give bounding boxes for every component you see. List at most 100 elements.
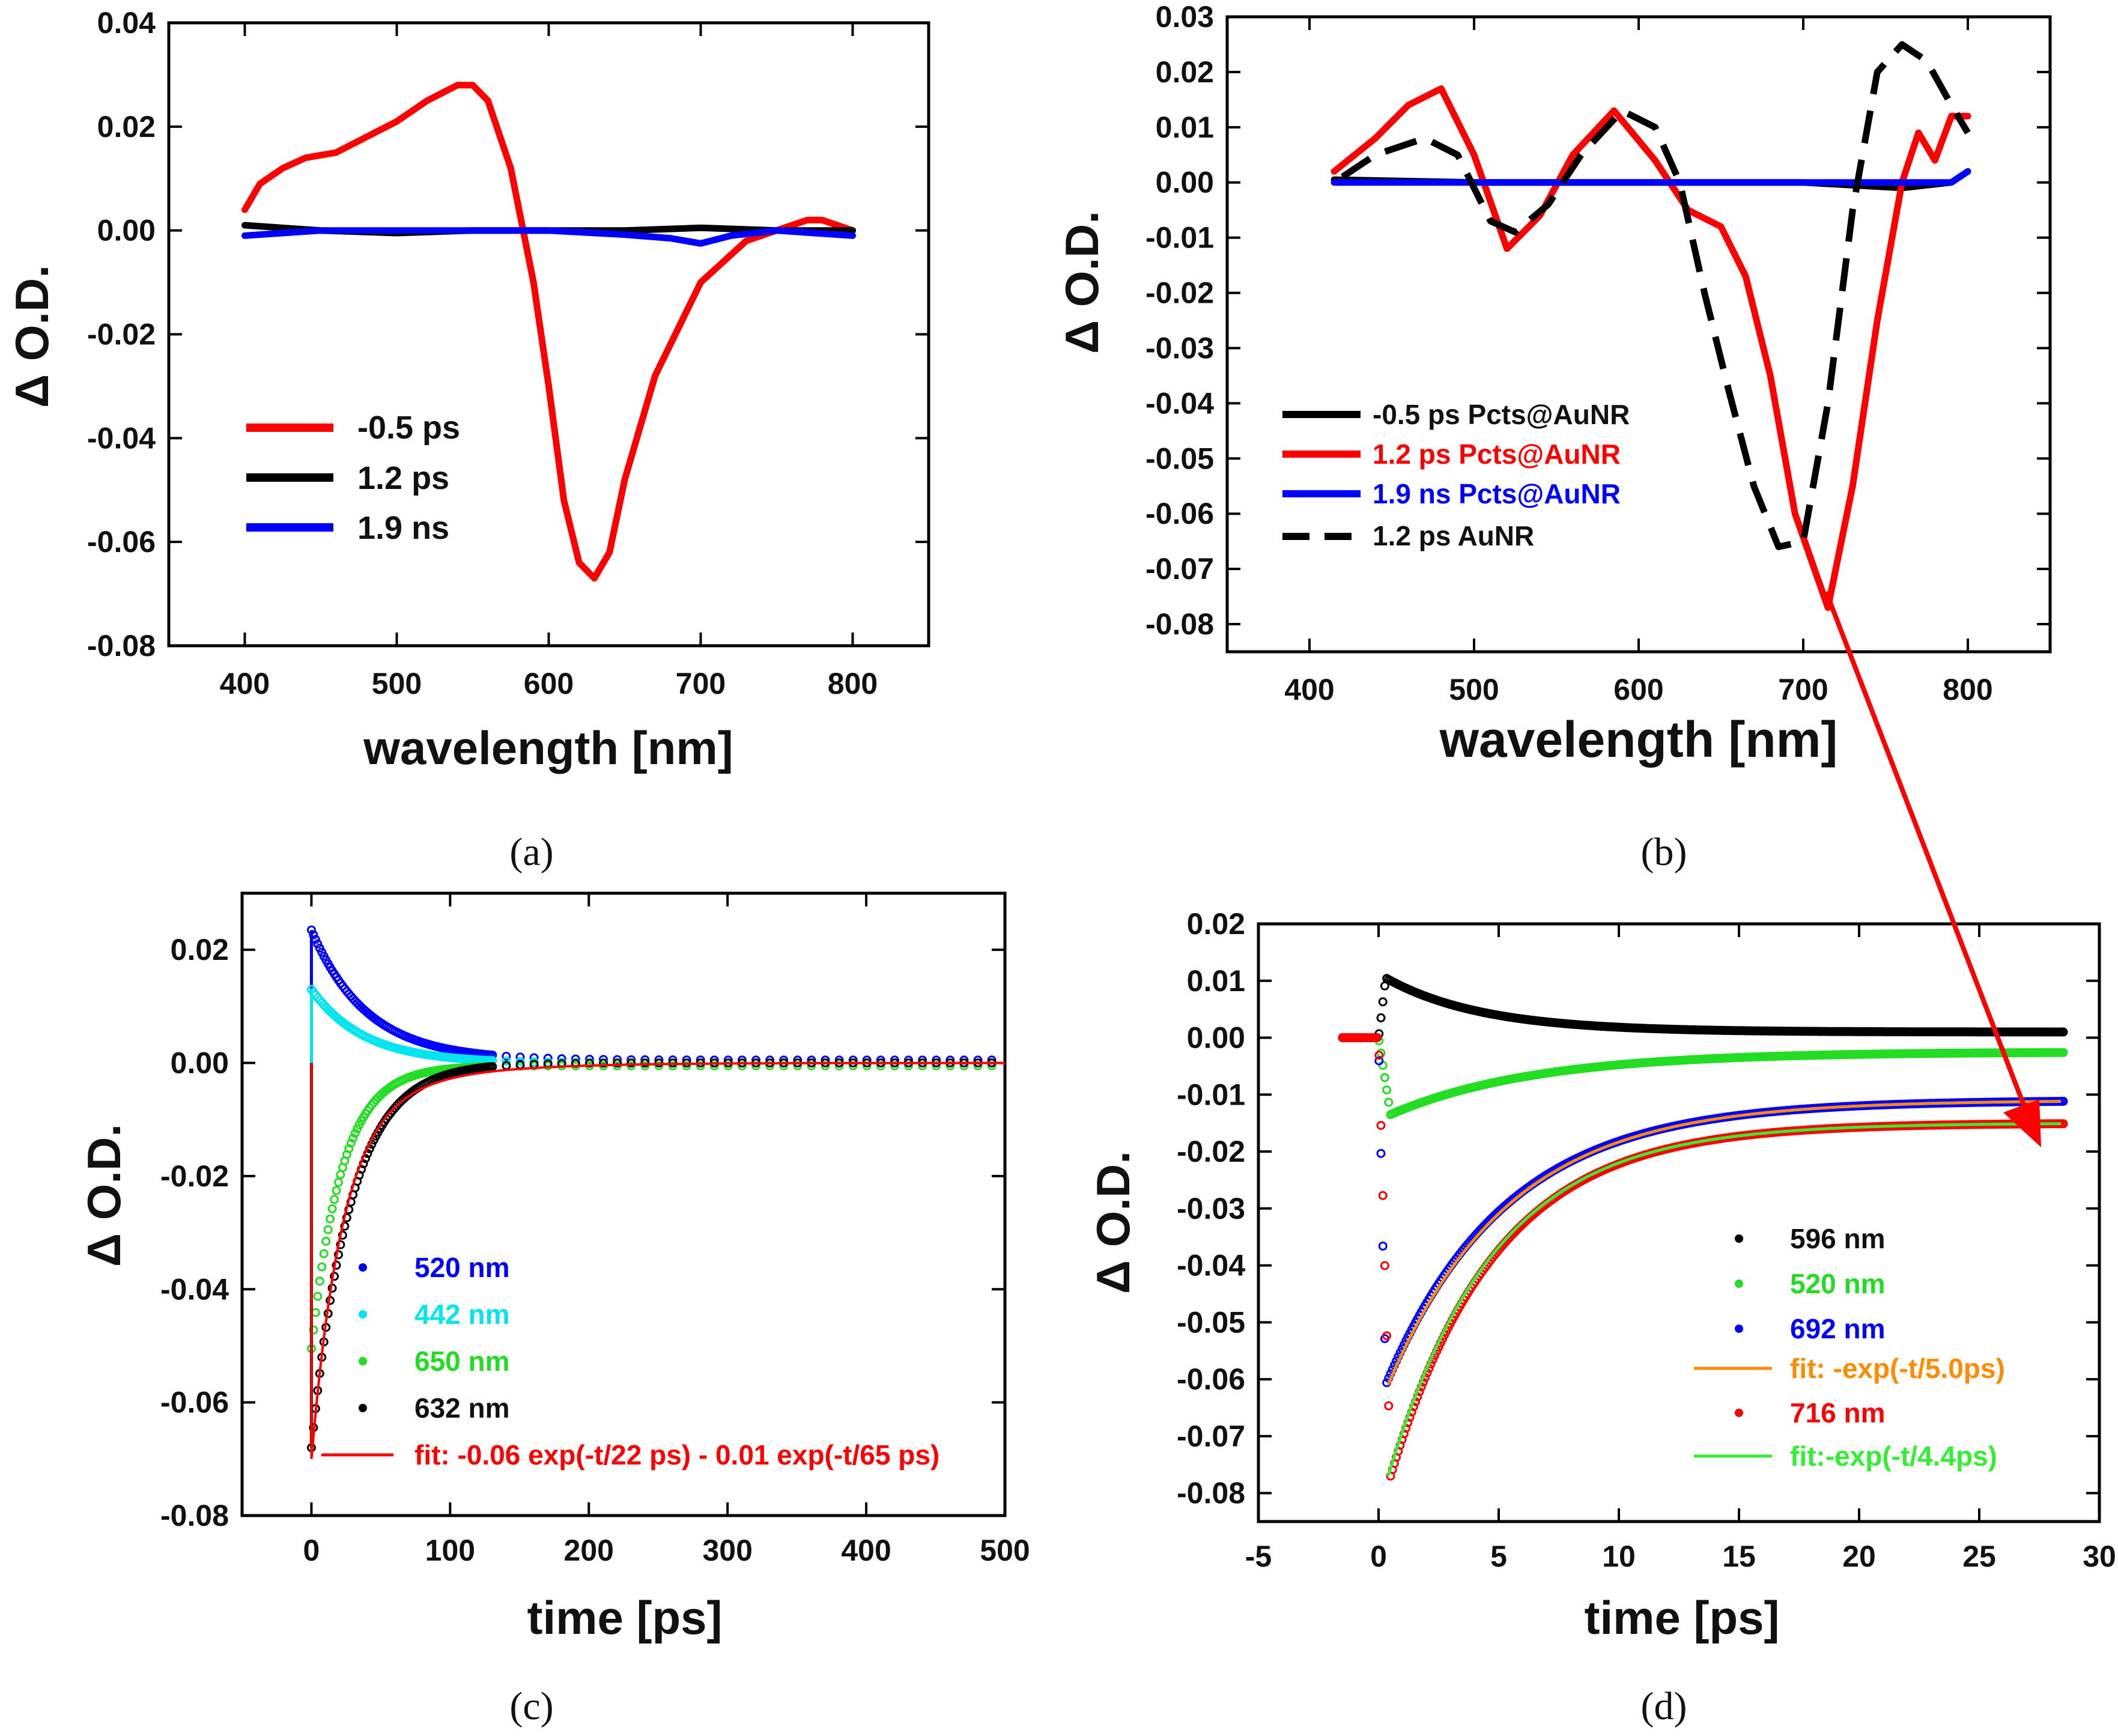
legend-label: -0.5 ps: [357, 410, 460, 446]
y-tick-label: -0.06: [1145, 497, 1214, 530]
y-tick-label: 0.00: [97, 214, 156, 247]
data-point: [640, 1061, 650, 1070]
series-line: [241, 227, 856, 247]
data-point: [668, 1061, 678, 1070]
panel-label-a: (a): [509, 830, 553, 874]
x-tick-label: 100: [425, 1534, 475, 1567]
y-tick-label: -0.04: [160, 1272, 229, 1306]
data-point: [336, 1170, 345, 1179]
y-tick-label: -0.02: [1145, 276, 1214, 310]
y-tick-label: 0.01: [1156, 111, 1214, 144]
panel-label-c: (c): [509, 1684, 553, 1728]
legend-label: 1.9 ns: [357, 510, 449, 546]
legend-label: fit: -0.06 exp(-t/22 ps) - 0.01 exp(-t/6…: [414, 1439, 939, 1470]
data-point: [1378, 1191, 1388, 1200]
arrow-shaft: [1824, 590, 2030, 1115]
y-tick-label: 0.02: [1156, 55, 1214, 89]
y-tick-label: -0.05: [1177, 1305, 1245, 1339]
panel-d-xlabel: time [ps]: [1584, 1591, 1779, 1644]
data-point: [488, 1062, 497, 1072]
legend-label: -0.5 ps Pcts@AuNR: [1373, 399, 1630, 430]
legend-label: 692 nm: [1790, 1313, 1886, 1344]
legend-marker: [1735, 1279, 1743, 1288]
data-point: [1384, 1401, 1394, 1410]
x-tick-label: 800: [828, 667, 878, 700]
x-tick-label: -5: [1245, 1540, 1272, 1573]
annotation-arrow: [1824, 590, 2041, 1147]
y-tick-label: -0.08: [1145, 607, 1214, 641]
data-point: [348, 1134, 358, 1143]
data-point: [654, 1061, 664, 1070]
data-point: [1374, 1051, 1384, 1060]
data-point: [350, 1129, 360, 1138]
data-point: [321, 1236, 331, 1246]
legend-label: 596 nm: [1790, 1223, 1886, 1254]
y-tick-label: 0.01: [1187, 964, 1245, 998]
data-point: [1376, 1121, 1386, 1130]
data-point: [338, 1230, 347, 1240]
x-tick-label: 600: [1613, 673, 1663, 706]
panel-d-ticks: -5 0 5 10 15 20 25 30 0.02 0.01 0.00 -0.01 -0.02 -0.0…: [1177, 907, 2116, 1573]
x-tick-label: 25: [1962, 1540, 1996, 1573]
data-point: [1382, 1331, 1392, 1341]
x-tick-label: 5: [1490, 1540, 1507, 1573]
legend-marker: [359, 1310, 367, 1319]
panel-a-xlabel: wavelength [nm]: [363, 721, 733, 774]
data-point: [723, 1061, 733, 1070]
x-tick-label: 30: [2083, 1540, 2116, 1573]
data-point: [1380, 1073, 1389, 1082]
data-point: [613, 1058, 622, 1068]
y-tick-label: -0.02: [87, 318, 156, 351]
legend-marker: [359, 1404, 367, 1412]
panel-b-series: [1331, 41, 1971, 611]
data-point: [682, 1061, 691, 1070]
legend-label: 442 nm: [414, 1299, 510, 1330]
x-tick-label: 800: [1943, 673, 1992, 706]
data-point: [709, 1061, 719, 1070]
data-point: [317, 1262, 327, 1272]
y-tick-label: -0.06: [160, 1386, 229, 1419]
y-tick-label: -0.08: [1177, 1477, 1245, 1510]
y-tick-label: 0.02: [171, 933, 229, 967]
legend-label: 650 nm: [414, 1346, 510, 1377]
data-point: [1376, 1013, 1386, 1022]
x-tick-label: 300: [702, 1534, 752, 1567]
y-tick-label: -0.04: [1145, 386, 1214, 420]
x-tick-label: 700: [1778, 673, 1828, 706]
data-point: [584, 1058, 594, 1068]
data-point: [1374, 1056, 1384, 1066]
data-point: [696, 1061, 705, 1070]
panel-label-d: (d): [1641, 1684, 1687, 1728]
x-tick-label: 400: [1284, 673, 1334, 706]
data-point: [309, 1325, 318, 1335]
legend-marker: [1735, 1409, 1743, 1417]
legend-label: 1.2 ps Pcts@AuNR: [1373, 439, 1621, 470]
panel-a-legend: -0.5 ps 1.2 ps 1.9 ns: [246, 410, 460, 546]
legend-label: 632 nm: [414, 1392, 510, 1424]
x-tick-label: 400: [220, 667, 270, 700]
arrow-head: [2003, 1099, 2041, 1147]
data-point: [309, 930, 318, 939]
legend-marker: [359, 1357, 367, 1365]
data-point: [315, 1276, 324, 1286]
data-point: [330, 1195, 339, 1204]
x-tick-label: 0: [303, 1534, 320, 1567]
data-point: [1373, 1033, 1382, 1042]
data-point: [313, 1291, 323, 1301]
data-point: [1384, 1097, 1394, 1107]
y-tick-label: -0.07: [1145, 552, 1214, 586]
x-tick-label: 600: [524, 667, 574, 700]
data-point: [627, 1055, 636, 1064]
panel-b-ticks: 400 500 600 700 800 0.03 0.02 0.01 0.00 -0.01 -0.0…: [1145, 0, 2050, 706]
x-tick-label: 400: [841, 1534, 891, 1567]
data-point: [599, 1058, 608, 1068]
panel-d-ylabel: Δ O.D.: [1087, 1151, 1139, 1294]
y-tick-label: -0.05: [1145, 442, 1214, 475]
y-tick-label: -0.01: [1177, 1078, 1245, 1111]
panel-d-series: [1338, 974, 2068, 1481]
legend-label: 1.2 ps: [357, 460, 449, 496]
legend-marker: [1735, 1234, 1743, 1243]
data-point: [336, 1240, 345, 1249]
data-point: [1382, 1085, 1392, 1094]
